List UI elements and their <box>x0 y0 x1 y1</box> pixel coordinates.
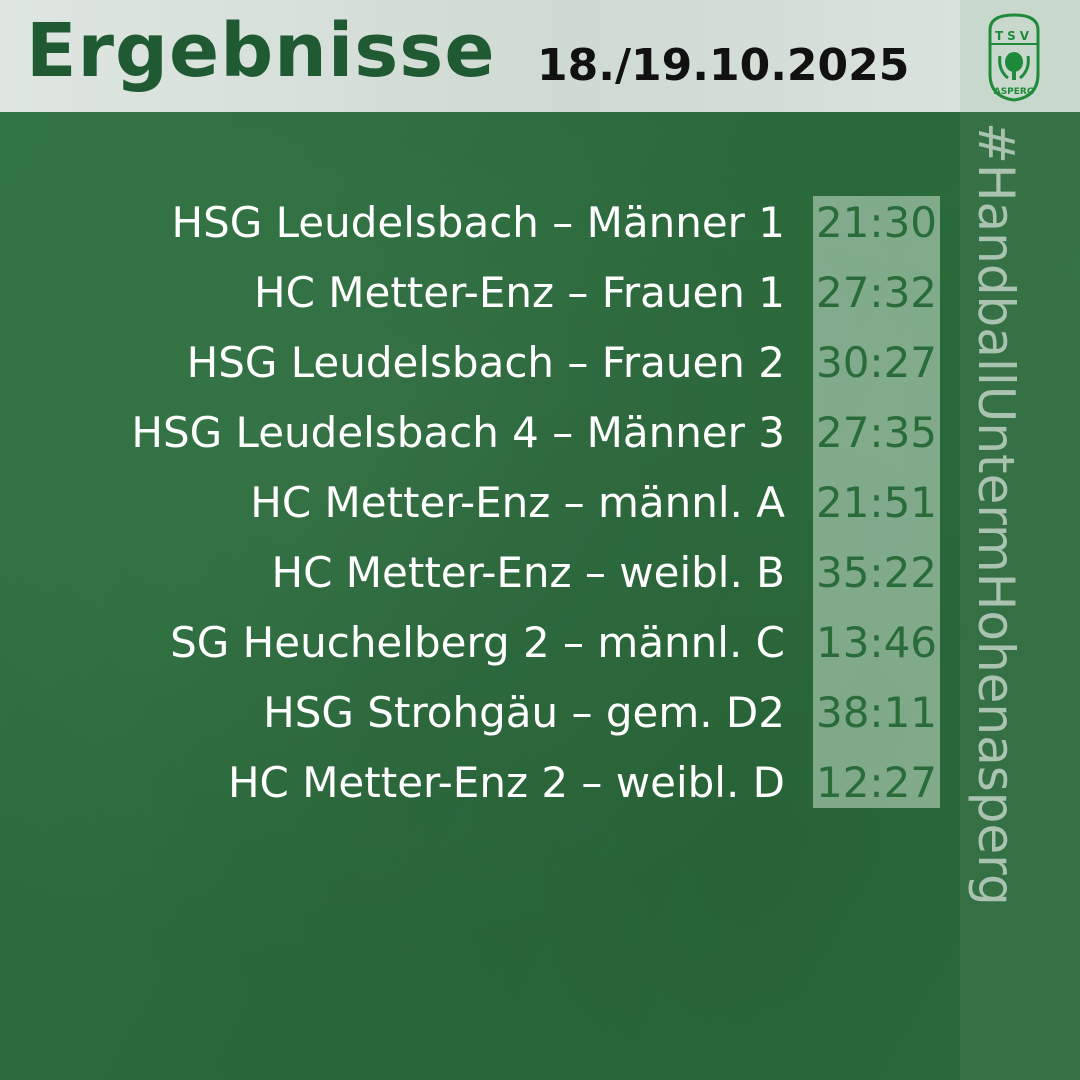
result-row: HC Metter-Enz – weibl. B 35:22 <box>0 538 1080 608</box>
score-value: 27:32 <box>815 268 938 317</box>
page-title: Ergebnisse <box>26 8 496 94</box>
score-value: 13:46 <box>815 618 938 667</box>
match-label: HSG Strohgäu – gem. D2 <box>263 688 785 737</box>
tsv-asperg-logo: TSV ASPERG <box>988 13 1040 102</box>
result-row: HC Metter-Enz – männl. A 21:51 <box>0 468 1080 538</box>
result-row: HC Metter-Enz 2 – weibl. D 12:27 <box>0 748 1080 818</box>
result-row: HSG Leudelsbach 4 – Männer 3 27:35 <box>0 398 1080 468</box>
result-row: HSG Leudelsbach – Männer 1 21:30 <box>0 188 1080 258</box>
score-value: 27:35 <box>815 408 938 457</box>
result-row: HC Metter-Enz – Frauen 1 27:32 <box>0 258 1080 328</box>
score-column <box>813 196 940 808</box>
side-strip <box>960 0 1080 1080</box>
date-label: 18./19.10.2025 <box>537 40 910 91</box>
score-value: 38:11 <box>815 688 938 737</box>
result-row: HSG Strohgäu – gem. D2 38:11 <box>0 678 1080 748</box>
match-label: HSG Leudelsbach – Männer 1 <box>171 198 785 247</box>
svg-text:ASPERG: ASPERG <box>994 87 1035 97</box>
svg-text:TSV: TSV <box>995 29 1033 43</box>
score-value: 12:27 <box>815 758 938 807</box>
header-band: Ergebnisse 18./19.10.2025 <box>0 0 960 112</box>
match-label: HSG Leudelsbach 4 – Männer 3 <box>131 408 785 457</box>
score-value: 21:30 <box>815 198 938 247</box>
match-label: HC Metter-Enz – männl. A <box>250 478 785 527</box>
result-row: HSG Leudelsbach – Frauen 2 30:27 <box>0 328 1080 398</box>
score-value: 30:27 <box>815 338 938 387</box>
score-value: 21:51 <box>815 478 938 527</box>
match-label: HC Metter-Enz – weibl. B <box>271 548 785 597</box>
match-label: HSG Leudelsbach – Frauen 2 <box>186 338 785 387</box>
result-row: SG Heuchelberg 2 – männl. C 13:46 <box>0 608 1080 678</box>
match-label: HC Metter-Enz – Frauen 1 <box>253 268 785 317</box>
score-value: 35:22 <box>815 548 938 597</box>
match-label: SG Heuchelberg 2 – männl. C <box>170 618 785 667</box>
match-label: HC Metter-Enz 2 – weibl. D <box>227 758 785 807</box>
